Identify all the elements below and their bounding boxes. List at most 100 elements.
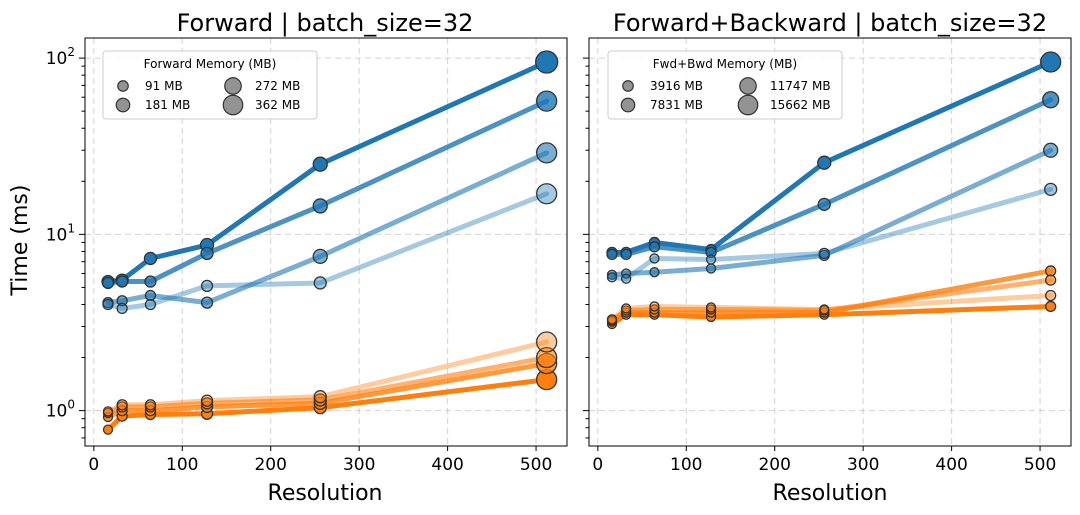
data-point xyxy=(620,248,632,261)
data-point xyxy=(1042,91,1060,109)
legend-label: 3916 MB xyxy=(650,79,703,93)
data-point xyxy=(606,272,618,283)
data-point xyxy=(606,269,618,280)
data-point xyxy=(536,331,558,353)
data-point xyxy=(817,155,832,170)
data-point xyxy=(144,275,157,288)
data-point xyxy=(536,346,558,369)
series-line xyxy=(105,191,550,311)
y-tick-label: 101 xyxy=(46,221,75,245)
legend-label: 91 MB xyxy=(145,79,183,93)
data-point xyxy=(116,302,128,315)
legend-marker xyxy=(222,94,244,116)
data-point xyxy=(102,424,114,435)
data-point xyxy=(705,246,717,259)
legend-label: 181 MB xyxy=(145,98,190,112)
data-point xyxy=(102,406,114,417)
data-point xyxy=(705,302,717,313)
legend-title: Fwd+Bwd Memory (MB) xyxy=(653,57,797,71)
data-point xyxy=(536,142,558,164)
data-point xyxy=(115,275,129,288)
x-tick-label: 400 xyxy=(935,455,967,475)
data-point xyxy=(818,247,830,260)
data-point xyxy=(313,276,327,290)
legend-label: 7831 MB xyxy=(650,98,703,112)
data-point xyxy=(200,296,214,309)
legend-marker xyxy=(224,77,242,95)
data-point xyxy=(705,263,717,274)
data-point xyxy=(101,276,115,290)
x-tick-label: 100 xyxy=(670,455,702,475)
data-point xyxy=(819,304,830,315)
data-point xyxy=(1043,142,1059,158)
x-tick-label: 200 xyxy=(758,455,790,475)
y-tick-label: 100 xyxy=(46,398,75,422)
data-point xyxy=(116,399,128,411)
x-tick-label: 200 xyxy=(254,455,286,475)
legend-marker xyxy=(737,94,759,116)
legend-box xyxy=(102,50,318,120)
data-point xyxy=(200,394,214,407)
data-point xyxy=(1045,300,1057,313)
series-layer xyxy=(101,50,559,435)
data-point xyxy=(620,303,632,314)
legend-marker xyxy=(622,80,634,92)
data-point xyxy=(144,289,157,302)
series-layer xyxy=(606,51,1062,330)
data-point xyxy=(705,254,717,265)
series-line xyxy=(609,186,1054,282)
data-point xyxy=(536,183,558,205)
legend-label: 272 MB xyxy=(255,79,300,93)
axis-ticks: 0 100 200 300 400 500 100 101 102 xyxy=(46,45,553,475)
x-tick-label: 500 xyxy=(1024,455,1056,475)
x-tick-label: 300 xyxy=(343,455,375,475)
data-point xyxy=(649,301,660,312)
data-point xyxy=(116,295,128,307)
y-axis-label: Time (ms) xyxy=(8,185,33,297)
legend: Forward Memory (MB) 91 MB 181 MB 272 MB 362… xyxy=(102,50,318,120)
legend-marker xyxy=(620,97,636,113)
x-axis-label: Resolution xyxy=(268,481,383,506)
legend-marker xyxy=(117,80,129,92)
data-point xyxy=(312,248,328,265)
data-point xyxy=(1045,265,1057,277)
data-point xyxy=(1040,51,1062,73)
x-tick-label: 300 xyxy=(847,455,879,475)
data-point xyxy=(649,253,660,264)
legend-label: 362 MB xyxy=(255,98,300,112)
forward-chart: Forward | batch_size=32 0 100 200 300 400 500… xyxy=(8,9,568,506)
data-point xyxy=(200,246,214,261)
x-axis-label: Resolution xyxy=(773,481,888,506)
data-point xyxy=(312,198,328,214)
x-tick-label: 0 xyxy=(88,455,99,475)
legend-marker xyxy=(115,97,131,113)
series-line xyxy=(609,97,1054,257)
data-point xyxy=(620,273,632,284)
data-point xyxy=(536,90,558,112)
data-point xyxy=(1045,289,1057,302)
data-point xyxy=(313,393,327,407)
chart-title: Forward+Backward | batch_size=32 xyxy=(613,9,1047,37)
data-point xyxy=(620,268,632,279)
y-tick-label: 102 xyxy=(46,45,75,69)
legend-title: Forward Memory (MB) xyxy=(144,57,277,71)
legend: Fwd+Bwd Memory (MB) 3916 MB 7831 MB 11747 … xyxy=(607,50,843,120)
series-line xyxy=(609,147,1054,278)
axis-ticks: 0 100 200 300 400 500 xyxy=(583,57,1056,475)
data-point xyxy=(312,156,328,172)
chart-title: Forward | batch_size=32 xyxy=(177,9,474,37)
data-point xyxy=(144,399,157,411)
data-point xyxy=(200,279,214,293)
data-point xyxy=(817,197,831,211)
data-point xyxy=(144,298,157,311)
data-point xyxy=(606,314,618,325)
data-point xyxy=(649,267,660,278)
legend-marker xyxy=(739,77,757,95)
data-point xyxy=(1044,182,1058,197)
data-point xyxy=(1045,274,1057,286)
legend-label: 11747 MB xyxy=(770,79,831,93)
data-point xyxy=(313,390,327,404)
legend-label: 15662 MB xyxy=(770,98,831,112)
data-point xyxy=(606,248,618,261)
